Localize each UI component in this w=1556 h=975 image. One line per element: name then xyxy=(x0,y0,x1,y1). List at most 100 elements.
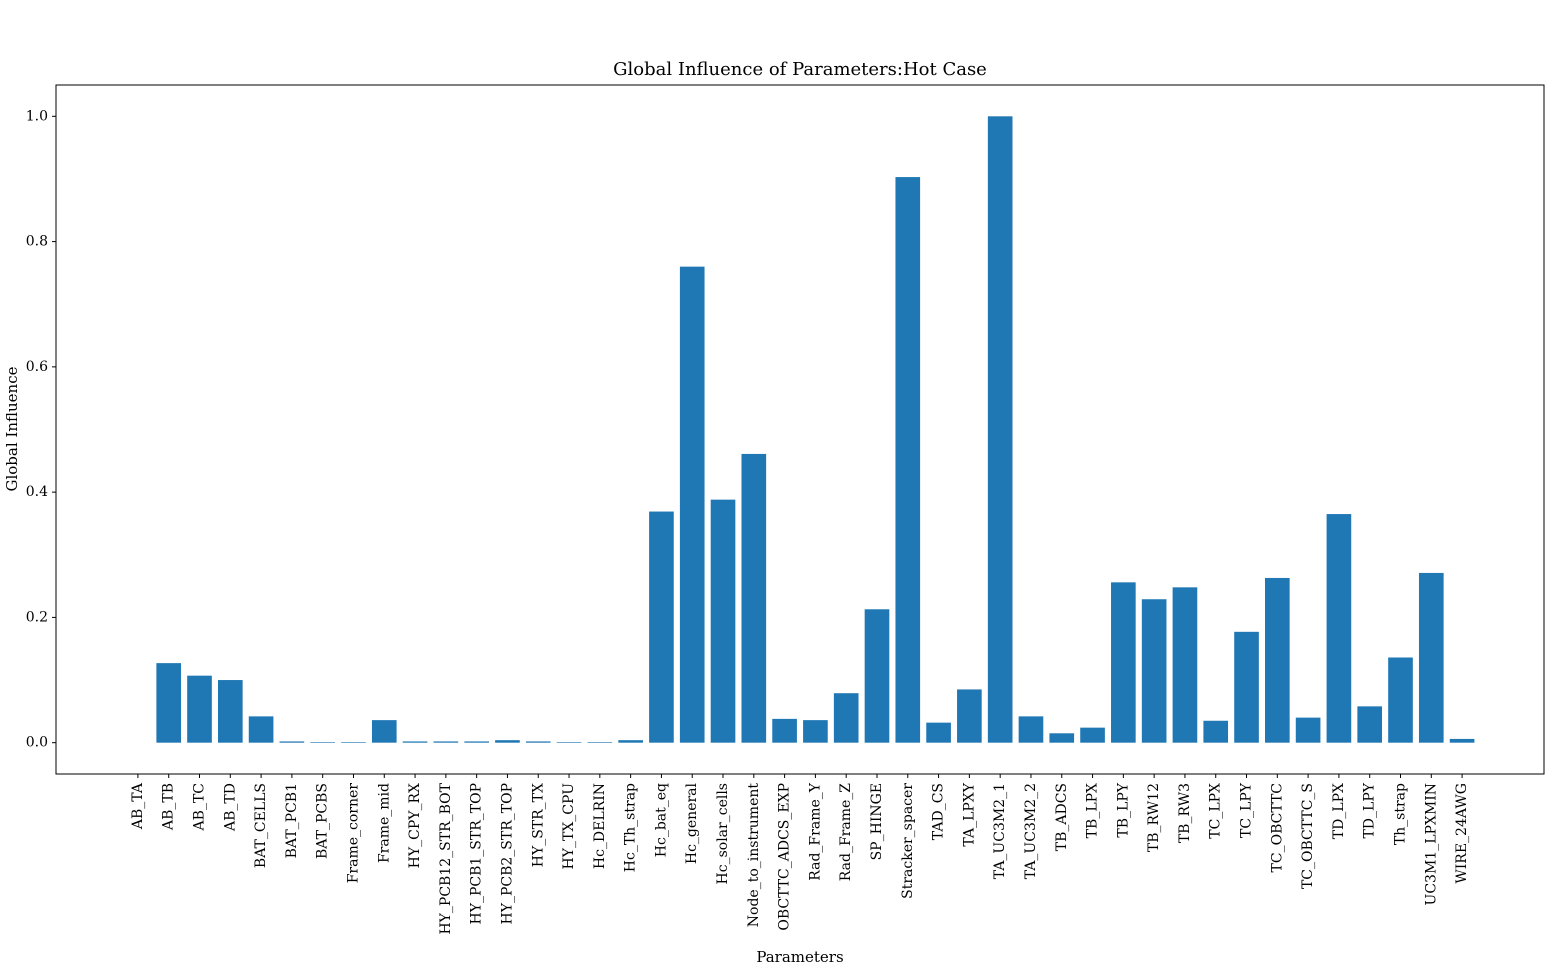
bar xyxy=(1018,716,1044,743)
x-tick-label: Hc_DELRIN xyxy=(592,783,608,869)
x-tick-label: TA_UC3M2_2 xyxy=(1023,783,1039,879)
y-tick-label: 0.8 xyxy=(26,234,48,250)
y-tick-label: 0.0 xyxy=(26,735,48,751)
bar xyxy=(926,722,951,743)
x-tick-label: TB_RW3 xyxy=(1177,783,1193,843)
x-tick-label: Hc_solar_cells xyxy=(715,783,731,884)
x-tick-label: TB_RW12 xyxy=(1146,783,1162,852)
x-tick-label: OBCTTC_ADCS_EXP xyxy=(777,783,793,931)
plot-frame xyxy=(55,84,1545,775)
bar xyxy=(156,663,182,743)
bar xyxy=(957,689,982,743)
x-tick-label: TC_LPX xyxy=(1208,783,1224,839)
x-tick-label: HY_PCB2_STR_TOP xyxy=(499,783,515,924)
bar xyxy=(279,741,305,743)
bars xyxy=(156,116,1475,743)
bar xyxy=(1295,717,1321,743)
x-tick-label: SP_HINGE xyxy=(869,783,885,860)
bar xyxy=(1388,657,1413,743)
bar xyxy=(525,741,551,743)
x-tick-label: TC_LPY xyxy=(1239,782,1255,838)
x-tick-label: Frame_mid xyxy=(376,783,392,863)
x-tick-label: Stracker_spacer xyxy=(900,783,916,899)
x-axis: AB_TA AB_TB AB_TC AB_TD BAT_CELLS BAT_PCB1 BAT… xyxy=(130,774,1470,935)
x-tick-label: BAT_PCB1 xyxy=(284,783,300,858)
x-tick-label: HY_CPY_RX xyxy=(407,783,423,868)
bar xyxy=(187,675,212,743)
x-tick-label: HY_PCB12_STR_BOT xyxy=(438,782,454,934)
bar xyxy=(649,511,674,743)
x-tick-label: TB_ADCS xyxy=(1054,783,1070,851)
x-axis-label: Parameters xyxy=(756,948,843,966)
chart-title: Global Influence of Parameters:Hot Case xyxy=(613,59,987,80)
bar xyxy=(1265,577,1290,743)
x-tick-label: Th_strap xyxy=(1393,783,1409,845)
bar xyxy=(1172,587,1198,743)
x-tick-label: Rad_Frame_Z xyxy=(838,783,854,881)
x-tick-label: AB_TC xyxy=(192,783,208,831)
bar xyxy=(1418,572,1444,743)
bar xyxy=(495,740,520,743)
bar xyxy=(371,720,397,743)
x-tick-label: TD_LPY xyxy=(1362,782,1378,838)
bar xyxy=(1357,706,1383,743)
bar xyxy=(1049,733,1075,743)
y-tick-label: 0.4 xyxy=(26,484,48,500)
x-tick-label: TAD_CS xyxy=(931,783,947,840)
x-tick-label: TC_OBCTTC_S xyxy=(1300,783,1316,889)
x-tick-label: AB_TA xyxy=(130,782,146,830)
bar xyxy=(1111,582,1136,743)
bar xyxy=(310,742,335,743)
bar xyxy=(248,716,274,743)
bar xyxy=(402,741,428,743)
x-tick-label: Rad_Frame_Y xyxy=(807,782,823,880)
bar xyxy=(217,680,243,743)
bar xyxy=(464,741,489,743)
bar xyxy=(1203,720,1229,743)
bar xyxy=(987,116,1013,743)
x-tick-label: HY_TX_CPU xyxy=(561,783,577,870)
y-tick-label: 0.2 xyxy=(26,609,48,625)
x-tick-label: Node_to_instrument xyxy=(746,783,762,928)
x-tick-label: HY_STR_TX xyxy=(530,783,546,867)
bar xyxy=(556,742,582,743)
y-axis: 0.0 0.2 0.4 0.6 0.8 1.0 xyxy=(26,108,56,751)
bar xyxy=(1449,738,1475,743)
x-tick-label: BAT_CELLS xyxy=(253,783,269,868)
y-tick-label: 0.6 xyxy=(26,359,48,375)
bar xyxy=(710,499,736,743)
x-tick-label: TD_LPX xyxy=(1331,783,1347,839)
x-tick-label: Hc_general xyxy=(684,782,700,864)
x-tick-label: AB_TD xyxy=(222,783,238,832)
x-tick-label: TB_LPY xyxy=(1115,782,1131,837)
x-tick-label: TA_UC3M2_1 xyxy=(992,783,1008,879)
x-tick-label: Frame_corner xyxy=(345,783,361,884)
bar xyxy=(772,718,797,743)
bar xyxy=(895,177,921,743)
x-tick-label: AB_TB xyxy=(161,783,177,831)
x-tick-label: WIRE_24AWG xyxy=(1454,783,1470,884)
x-tick-label: BAT_PCBS xyxy=(315,783,331,859)
bar xyxy=(618,740,643,743)
bar xyxy=(1080,727,1105,743)
x-tick-label: Hc_bat_eq xyxy=(653,783,669,857)
x-tick-label: TB_LPX xyxy=(1085,783,1101,838)
y-tick-label: 1.0 xyxy=(26,108,48,124)
x-tick-label: UC3M1_LPXMIN xyxy=(1423,783,1439,905)
x-tick-label: TC_OBCTTC xyxy=(1269,783,1285,872)
bar xyxy=(833,693,859,743)
x-tick-label: TA_LPXY xyxy=(961,782,977,846)
bar xyxy=(1326,514,1352,743)
bar xyxy=(679,266,705,743)
bar xyxy=(341,742,366,743)
x-tick-label: Hc_Th_strap xyxy=(623,783,639,872)
bar xyxy=(433,741,459,743)
y-axis-label: Global Influence xyxy=(3,366,21,491)
bar xyxy=(1141,599,1167,743)
bar xyxy=(864,609,890,743)
bar xyxy=(741,453,767,743)
x-tick-label: HY_PCB1_STR_TOP xyxy=(469,783,485,924)
bar xyxy=(587,742,613,743)
bar xyxy=(803,720,828,743)
